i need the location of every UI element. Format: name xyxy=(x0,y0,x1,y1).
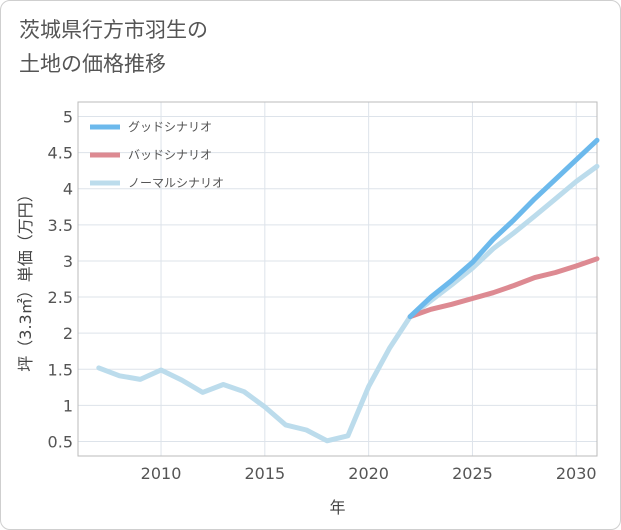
series-lines xyxy=(96,137,600,444)
x-tick-label: 2015 xyxy=(244,464,285,483)
tick-labels: 2010 2015 2020 2025 2030 0.5 1 1.5 2 2.5 3 3.5 4 4.5 5 xyxy=(48,107,597,483)
legend-label: ノーマルシナリオ xyxy=(128,176,224,190)
chart-title: 茨城県行方市羽生の 土地の価格推移 xyxy=(19,13,208,81)
legend-label: バッドシナリオ xyxy=(128,148,212,162)
series-line xyxy=(407,256,600,320)
y-axis-title: 坪（3.3㎡）単価（万円） xyxy=(16,186,35,371)
y-tick-label: 2 xyxy=(63,324,73,343)
chart-title-line2: 土地の価格推移 xyxy=(19,52,166,76)
chart-title-line1: 茨城県行方市羽生の xyxy=(19,18,208,42)
plot-frame xyxy=(77,101,598,457)
x-tick-label: 2030 xyxy=(556,464,597,483)
y-tick-label: 4 xyxy=(63,180,73,199)
y-tick-label: 1 xyxy=(63,396,73,415)
x-tick-label: 2010 xyxy=(141,464,182,483)
x-tick-label: 2020 xyxy=(348,464,389,483)
series-line xyxy=(407,137,600,320)
x-tick-label: 2025 xyxy=(452,464,493,483)
y-tick-label: 5 xyxy=(63,107,73,126)
y-tick-label: 4.5 xyxy=(48,144,73,163)
y-tick-label: 3 xyxy=(63,252,73,271)
y-tick-label: 1.5 xyxy=(48,360,73,379)
y-tick-label: 3.5 xyxy=(48,216,73,235)
x-axis-title: 年 xyxy=(329,498,345,517)
series-line xyxy=(96,163,600,444)
y-tick-label: 0.5 xyxy=(48,433,73,452)
legend-label: グッドシナリオ xyxy=(128,120,212,134)
y-tick-label: 2.5 xyxy=(48,288,73,307)
